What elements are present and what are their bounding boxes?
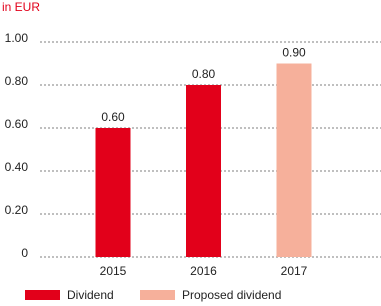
y-tick-label: 0.60 — [5, 117, 29, 131]
data-label: 0.60 — [101, 110, 125, 124]
y-tick-label: 1.00 — [5, 31, 29, 45]
legend-label: Dividend — [67, 288, 114, 302]
legend-swatch — [140, 290, 175, 300]
x-tick-label: 2016 — [190, 264, 217, 278]
legend-label: Proposed dividend — [182, 288, 281, 302]
bar — [186, 85, 221, 257]
x-tick-label: 2017 — [281, 264, 308, 278]
y-tick-label: 0 — [21, 246, 28, 260]
data-label: 0.90 — [282, 46, 306, 60]
bar — [95, 128, 131, 257]
bar — [276, 63, 312, 257]
y-tick-label: 0.20 — [5, 203, 29, 217]
y-axis-label: in EUR — [2, 0, 40, 14]
data-label: 0.80 — [192, 67, 216, 81]
legend-swatch — [25, 290, 60, 300]
y-tick-label: 0.40 — [5, 160, 29, 174]
x-tick-label: 2015 — [100, 264, 127, 278]
y-tick-label: 0.80 — [5, 74, 29, 88]
